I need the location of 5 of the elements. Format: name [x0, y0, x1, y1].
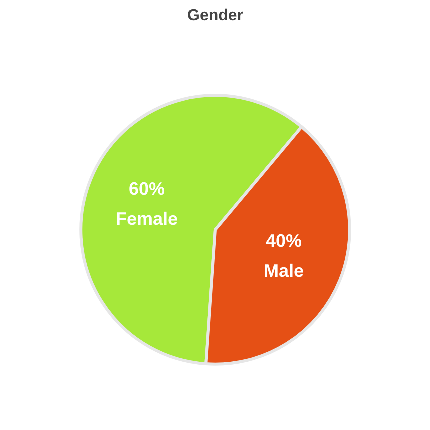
- slice-label: Female: [116, 209, 178, 230]
- data-label: 60%: [128, 179, 165, 200]
- chart-title: Gender: [187, 8, 244, 24]
- slice-label: Male: [264, 260, 304, 281]
- data-label: 40%: [266, 230, 302, 251]
